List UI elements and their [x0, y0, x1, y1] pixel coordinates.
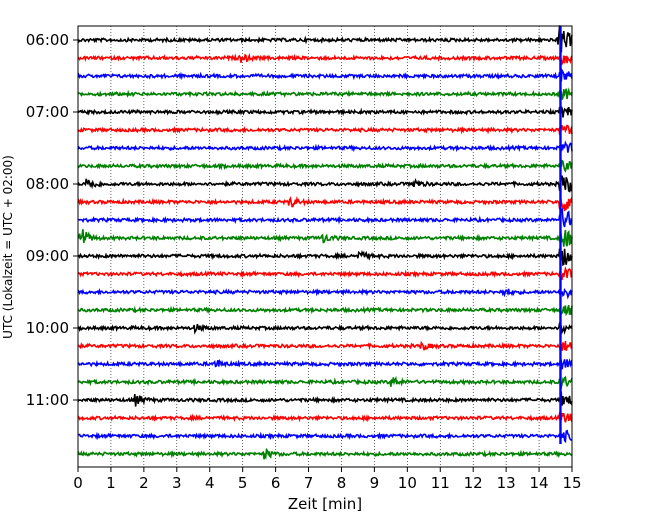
trace-row [77, 391, 573, 407]
trace-row [77, 195, 573, 212]
trace-row [77, 340, 573, 352]
x-tick-label: 15 [562, 474, 581, 492]
x-tick-label: 7 [304, 474, 314, 492]
trace-row [77, 429, 573, 444]
y-axis-label: UTC (Lokalzeit = UTC + 02:00) [1, 155, 15, 339]
plot-background [78, 26, 572, 467]
x-tick-label: 8 [337, 474, 347, 492]
x-tick-label: 9 [370, 474, 380, 492]
y-tick-label: 06:00 [26, 31, 69, 49]
trace-row [77, 140, 573, 153]
trace-row [77, 287, 573, 300]
x-tick-label: 0 [73, 474, 83, 492]
trace-row [77, 87, 573, 100]
trace-row [77, 266, 573, 281]
x-axis: 0 1 2 3 4 5 6 7 8 9 10 11 12 13 14 15 [73, 467, 582, 492]
x-tick-label: 11 [431, 474, 450, 492]
trace-row [77, 375, 573, 390]
x-tick-label: 13 [497, 474, 516, 492]
x-tick-label: 3 [172, 474, 182, 492]
y-tick-label: 08:00 [26, 175, 69, 193]
trace-row [77, 124, 573, 137]
plot-frame [77, 25, 573, 468]
trace-row [77, 159, 573, 173]
trace-row [77, 408, 573, 423]
x-tick-label: 6 [271, 474, 281, 492]
x-tick-label: 12 [464, 474, 483, 492]
trace-row [77, 248, 573, 267]
y-tick-label: 11:00 [26, 391, 69, 409]
trace-row [77, 106, 573, 118]
trace-row [77, 68, 573, 82]
x-tick-label: 14 [530, 474, 549, 492]
x-tick-label: 1 [106, 474, 116, 492]
trace-row [77, 358, 573, 370]
x-axis-label: Zeit [min] [288, 495, 362, 513]
trace-row [77, 52, 573, 66]
trace-row [77, 304, 573, 317]
trace-row [77, 25, 573, 53]
trace-row [77, 207, 573, 228]
x-tick-label: 10 [398, 474, 417, 492]
x-tick-label: 2 [139, 474, 149, 492]
y-tick-label: 09:00 [26, 247, 69, 265]
y-tick-label: 07:00 [26, 103, 69, 121]
traces [77, 25, 573, 460]
trace-row [77, 229, 573, 247]
trace-row [77, 322, 573, 335]
trace-row [77, 175, 573, 193]
y-tick-label: 10:00 [26, 319, 69, 337]
y-axis: 06:00 07:00 08:00 09:00 10:00 11:00 [26, 31, 78, 409]
x-tick-label: 5 [238, 474, 248, 492]
trace-row [77, 447, 573, 460]
x-tick-label: 4 [205, 474, 215, 492]
